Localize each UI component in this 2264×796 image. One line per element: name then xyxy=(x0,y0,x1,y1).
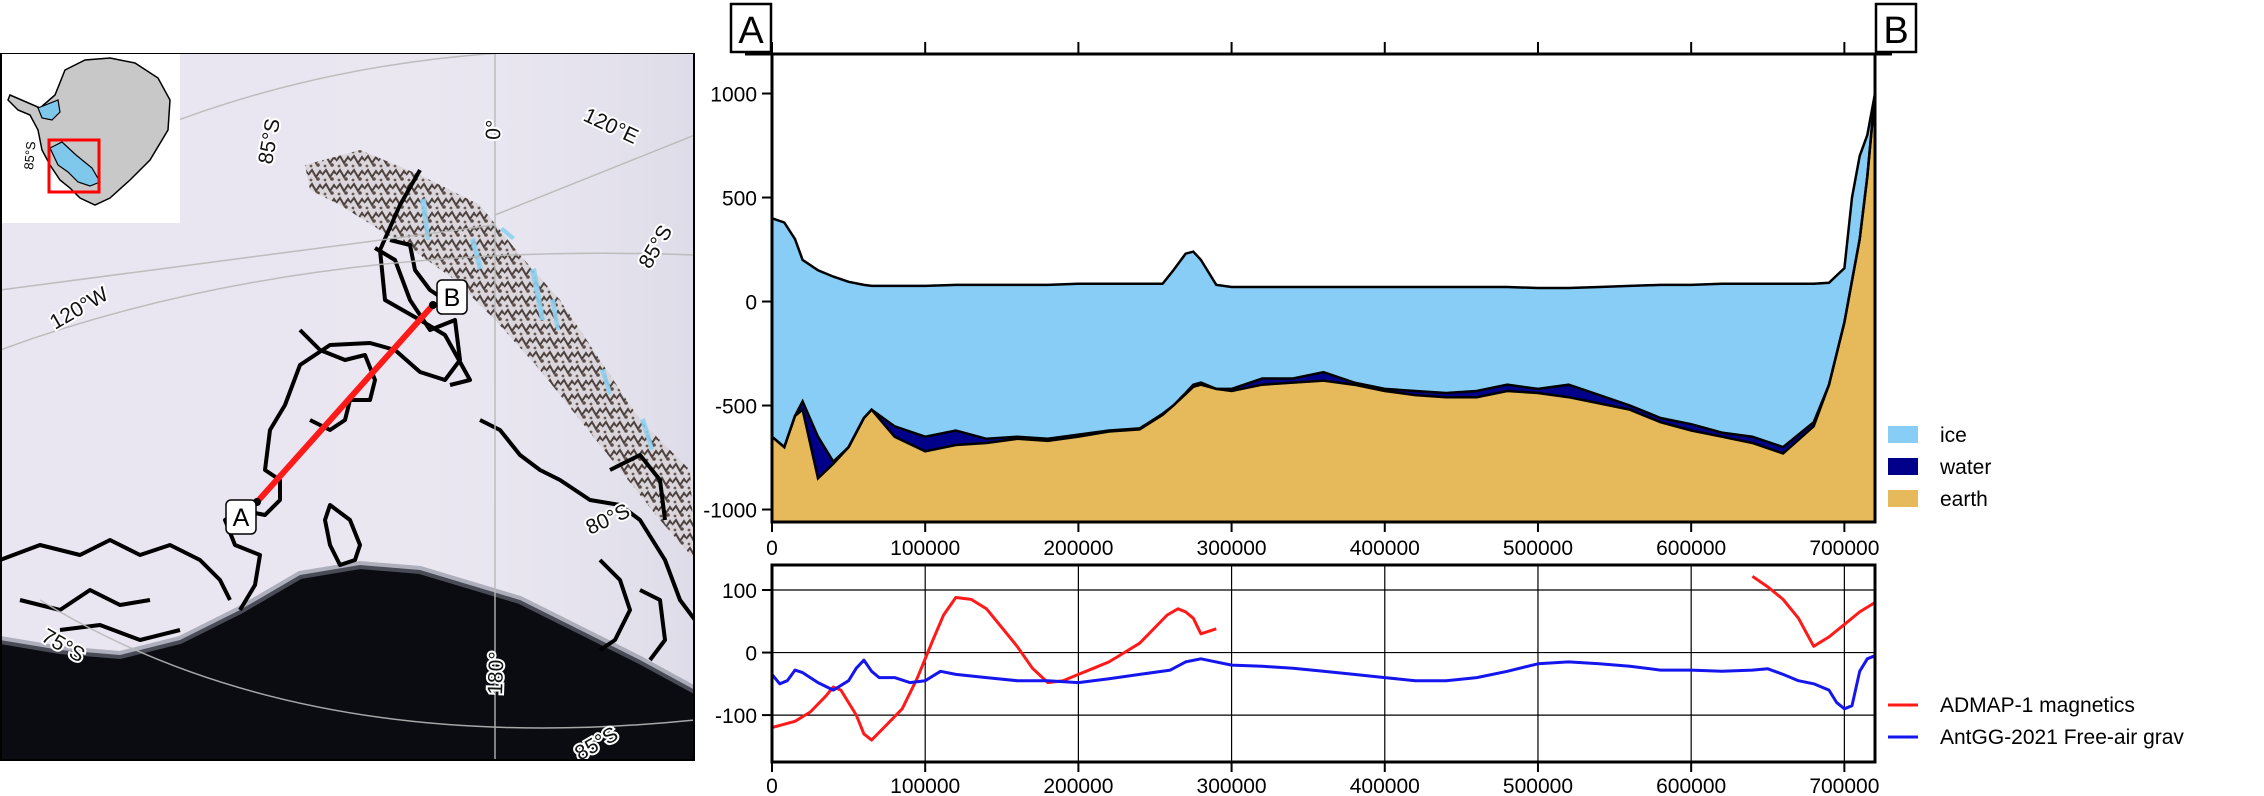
cross-section-legend: ice water earth xyxy=(1888,424,1991,511)
inset-antarctica xyxy=(7,57,171,206)
inset-region-box xyxy=(47,138,101,194)
inset-ice-shelf-ross xyxy=(49,141,101,187)
map-panel: 85°S 0° 120°E 85°S 120°W 80°S 75°S 180° … xyxy=(0,53,695,761)
x-tick-label: 200000 xyxy=(1043,775,1113,796)
legend-label-water: water xyxy=(1939,456,1991,479)
label-a-box: A xyxy=(225,499,257,535)
map-frame xyxy=(0,53,695,761)
legend-label-gravity: AntGG-2021 Free-air grav xyxy=(1940,726,2184,749)
surface-line xyxy=(772,93,1875,290)
x-tick-label: 100000 xyxy=(890,537,960,560)
end-label-a-text: A xyxy=(738,10,764,52)
lon-label: 180° xyxy=(484,651,509,695)
y-tick-label: -500 xyxy=(715,396,757,419)
inset-lat-label: 85°S xyxy=(21,140,38,170)
inset-map: 85°S xyxy=(0,53,180,223)
x-tick-label: 600000 xyxy=(1656,537,1726,560)
x-tick-label: 500000 xyxy=(1503,775,1573,796)
x-tick-label: 300000 xyxy=(1197,775,1267,796)
profile-line xyxy=(254,303,436,504)
label-a: A xyxy=(233,504,250,532)
ocean xyxy=(0,565,695,761)
ice-layer xyxy=(772,93,1875,462)
end-label-b: B xyxy=(1874,2,1918,54)
x-tick-label: 300000 xyxy=(1197,537,1267,560)
magnetics-line xyxy=(772,596,1217,742)
legend-label-magnetics: ADMAP-1 magnetics xyxy=(1940,694,2135,717)
y-tick-label: -100 xyxy=(715,705,757,728)
x-tick-label: 200000 xyxy=(1043,537,1113,560)
legend-label-earth: earth xyxy=(1940,488,1988,511)
legend-swatch-water xyxy=(1888,458,1918,475)
label-b-box: B xyxy=(436,279,468,315)
cross-section-panel: 1000 500 0 -500 -1000 0 100000 200000 300000 4000… xyxy=(703,2,1991,560)
geophysics-legend: ADMAP-1 magnetics AntGG-2021 Free-air gr… xyxy=(1888,694,2184,749)
legend-swatch-ice xyxy=(1888,426,1918,443)
geophysics-panel: 100 0 -100 0 100000 200000 300000 400000 500000 6… xyxy=(715,563,2184,796)
glacier-streaks xyxy=(420,198,654,450)
x-tick-label: 500000 xyxy=(1503,537,1573,560)
x-tick-label: 0 xyxy=(766,775,778,796)
end-label-b-text: B xyxy=(1883,10,1908,52)
label-b: B xyxy=(444,284,461,312)
earth-layer xyxy=(772,93,1875,522)
inset-ice-shelf-ronne xyxy=(37,99,61,121)
magnetics-line xyxy=(1751,575,1875,648)
grounding-lines xyxy=(0,169,695,662)
x-tick-label: 700000 xyxy=(1809,537,1879,560)
lon-label: 0° xyxy=(482,119,506,140)
legend-swatch-earth xyxy=(1888,490,1918,507)
y-tick-label: 500 xyxy=(722,188,757,211)
end-label-a: A xyxy=(729,2,773,54)
x-tick-label: 100000 xyxy=(890,775,960,796)
x-tick-label: 400000 xyxy=(1350,537,1420,560)
geophysics-frame xyxy=(770,563,1877,764)
x-tick-label: 400000 xyxy=(1350,775,1420,796)
mountain-range xyxy=(305,150,695,560)
gravity-line xyxy=(772,654,1875,711)
profile-end-marker xyxy=(429,301,437,309)
y-tick-label: 0 xyxy=(745,292,757,315)
y-tick-label: 100 xyxy=(722,580,757,603)
legend-label-ice: ice xyxy=(1940,424,1967,447)
x-tick-label: 0 xyxy=(766,537,778,560)
x-tick-label: 600000 xyxy=(1656,775,1726,796)
y-tick-label: 1000 xyxy=(710,84,757,107)
x-tick-label: 700000 xyxy=(1809,775,1879,796)
bed-line xyxy=(772,93,1875,481)
y-tick-label: 0 xyxy=(745,643,757,666)
y-tick-label: -1000 xyxy=(703,500,757,523)
